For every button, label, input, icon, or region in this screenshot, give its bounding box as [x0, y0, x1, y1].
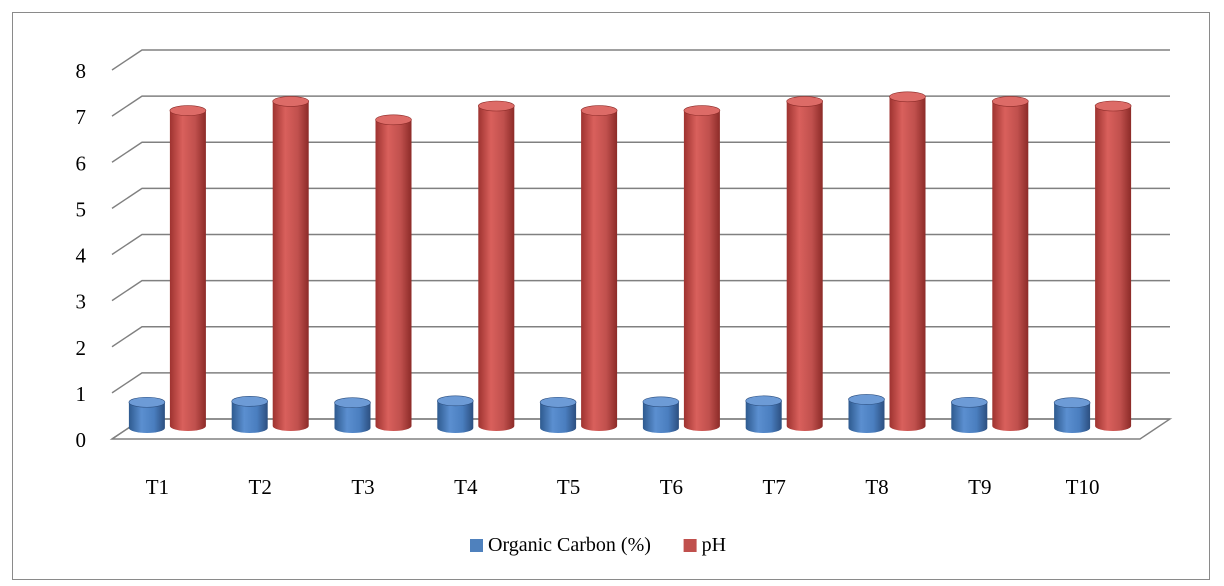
bar-ph [375, 114, 412, 432]
gridline [111, 233, 1170, 256]
bar-ph [992, 96, 1029, 431]
y-tick-label: 3 [76, 290, 87, 314]
bars [128, 91, 1132, 433]
gridline [111, 49, 1170, 71]
bar-ph [1094, 100, 1132, 432]
legend: Organic Carbon (%) pH [470, 534, 726, 556]
y-tick-label: 8 [76, 59, 87, 83]
y-tick-label: 6 [76, 151, 87, 175]
legend-label: Organic Carbon (%) [488, 534, 651, 556]
x-category-label: T3 [351, 475, 374, 499]
bar-organic-carbon [1053, 397, 1091, 433]
x-category-label: T10 [1066, 475, 1100, 499]
gridline [111, 326, 1170, 348]
x-category-label: T1 [146, 475, 169, 499]
x-category-label: T9 [968, 475, 991, 499]
bar-organic-carbon [539, 396, 577, 433]
y-tick-label: 5 [76, 197, 87, 221]
x-category-label: T5 [557, 475, 580, 499]
gridline [111, 187, 1170, 209]
bar-ph [169, 105, 207, 432]
x-category-label: T6 [660, 475, 683, 499]
bar-ph [786, 96, 824, 432]
bar-ph [683, 105, 721, 432]
y-axis-ticks: 0 1 2 3 4 5 6 7 8 [76, 59, 87, 452]
gridline [111, 279, 1170, 302]
y-tick-label: 0 [76, 428, 87, 452]
bar-organic-carbon [848, 394, 885, 433]
x-category-label: T2 [249, 475, 272, 499]
y-tick-label: 7 [76, 105, 87, 129]
y-tick-label: 1 [76, 382, 87, 406]
x-axis-labels: T1 T2 T3 T4 T5 T6 T7 T8 T9 T10 [146, 475, 1100, 499]
bar-organic-carbon [745, 395, 782, 433]
bar-ph [580, 105, 618, 432]
gridline [111, 372, 1170, 394]
bar-organic-carbon [231, 396, 268, 433]
gridline [111, 141, 1170, 163]
x-category-label: T8 [865, 475, 888, 499]
bar-organic-carbon [128, 396, 166, 433]
bar-organic-carbon [642, 396, 680, 433]
bar-organic-carbon [334, 397, 371, 433]
x-category-label: T7 [763, 475, 786, 499]
bar-organic-carbon [436, 395, 474, 433]
legend-swatch [683, 539, 697, 552]
y-tick-label: 2 [76, 336, 87, 360]
x-category-label: T4 [454, 475, 478, 499]
bar-ph [272, 96, 310, 432]
legend-swatch [470, 539, 483, 552]
bar-organic-carbon [950, 396, 988, 433]
y-tick-label: 4 [76, 244, 87, 268]
bar-ph [889, 91, 926, 432]
legend-label: pH [702, 534, 726, 556]
bar-ph [478, 100, 515, 431]
gridline [111, 95, 1170, 117]
